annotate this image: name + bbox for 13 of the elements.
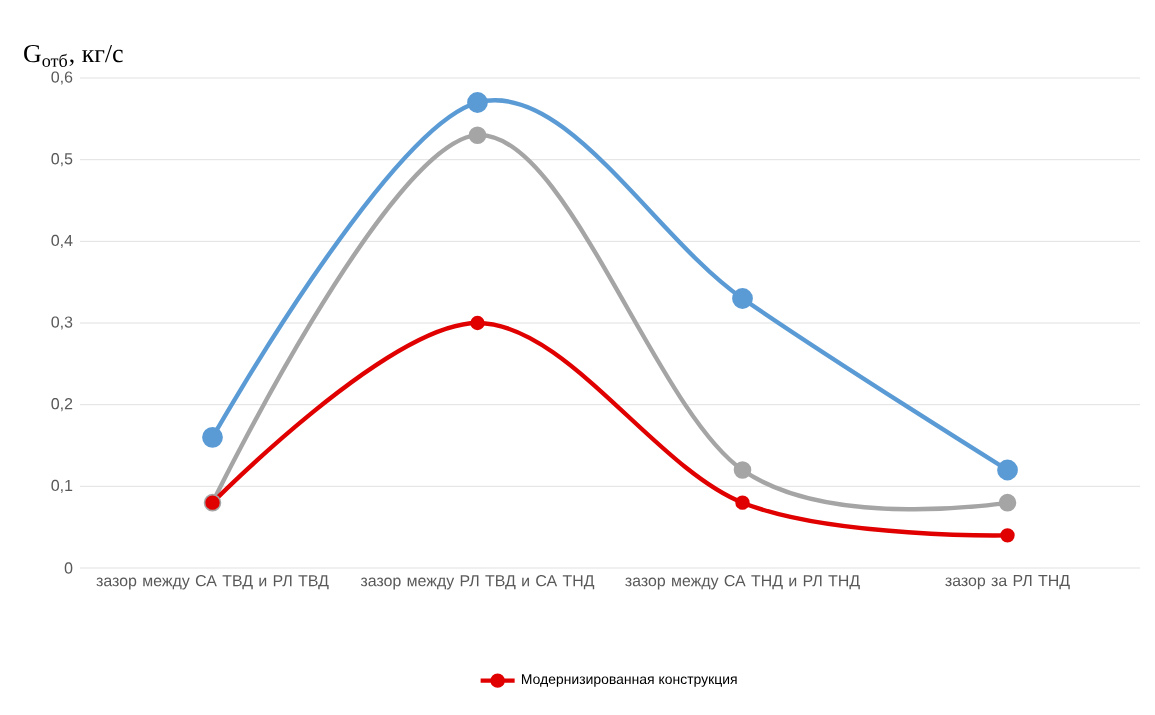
x-tick-label: зазор между СА ТВД и РЛ ТВД [96, 575, 329, 590]
y-tick-label: 0,2 [51, 398, 73, 412]
y-tick-label: 0,1 [51, 479, 73, 493]
y-axis-title: G$_{отб}$, кг/с [24, 44, 123, 67]
legend-label: Модернизированная конструкция [521, 674, 737, 687]
x-tick-label: зазор между РЛ ТВД и СА ТНД [360, 575, 595, 590]
x-tick-label: зазор за РЛ ТНД [945, 575, 1070, 590]
y-tick-label: 0,5 [51, 153, 73, 167]
y-tick-label: 0,4 [51, 234, 73, 248]
y-tick-label: 0,3 [51, 316, 73, 330]
y-tick-label: 0 [64, 562, 73, 574]
y-tick-label: 0,6 [51, 71, 73, 85]
x-tick-label: зазор между СА ТНД и РЛ ТНД [625, 575, 860, 590]
